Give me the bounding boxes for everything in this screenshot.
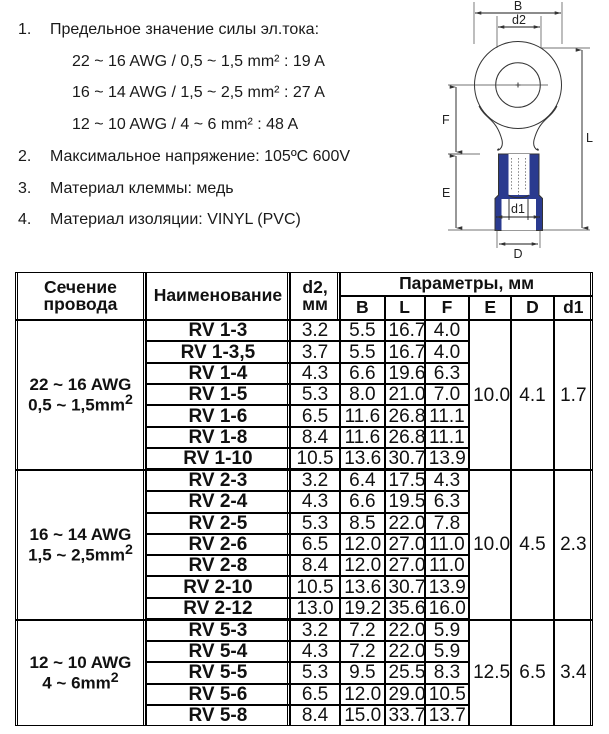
- svg-text:d2: d2: [512, 13, 526, 27]
- svg-text:d1: d1: [511, 202, 525, 216]
- svg-text:B: B: [514, 0, 522, 13]
- svg-text:E: E: [442, 186, 450, 200]
- svg-text:F: F: [442, 113, 450, 127]
- svg-text:L: L: [586, 131, 593, 145]
- svg-text:D: D: [513, 247, 522, 260]
